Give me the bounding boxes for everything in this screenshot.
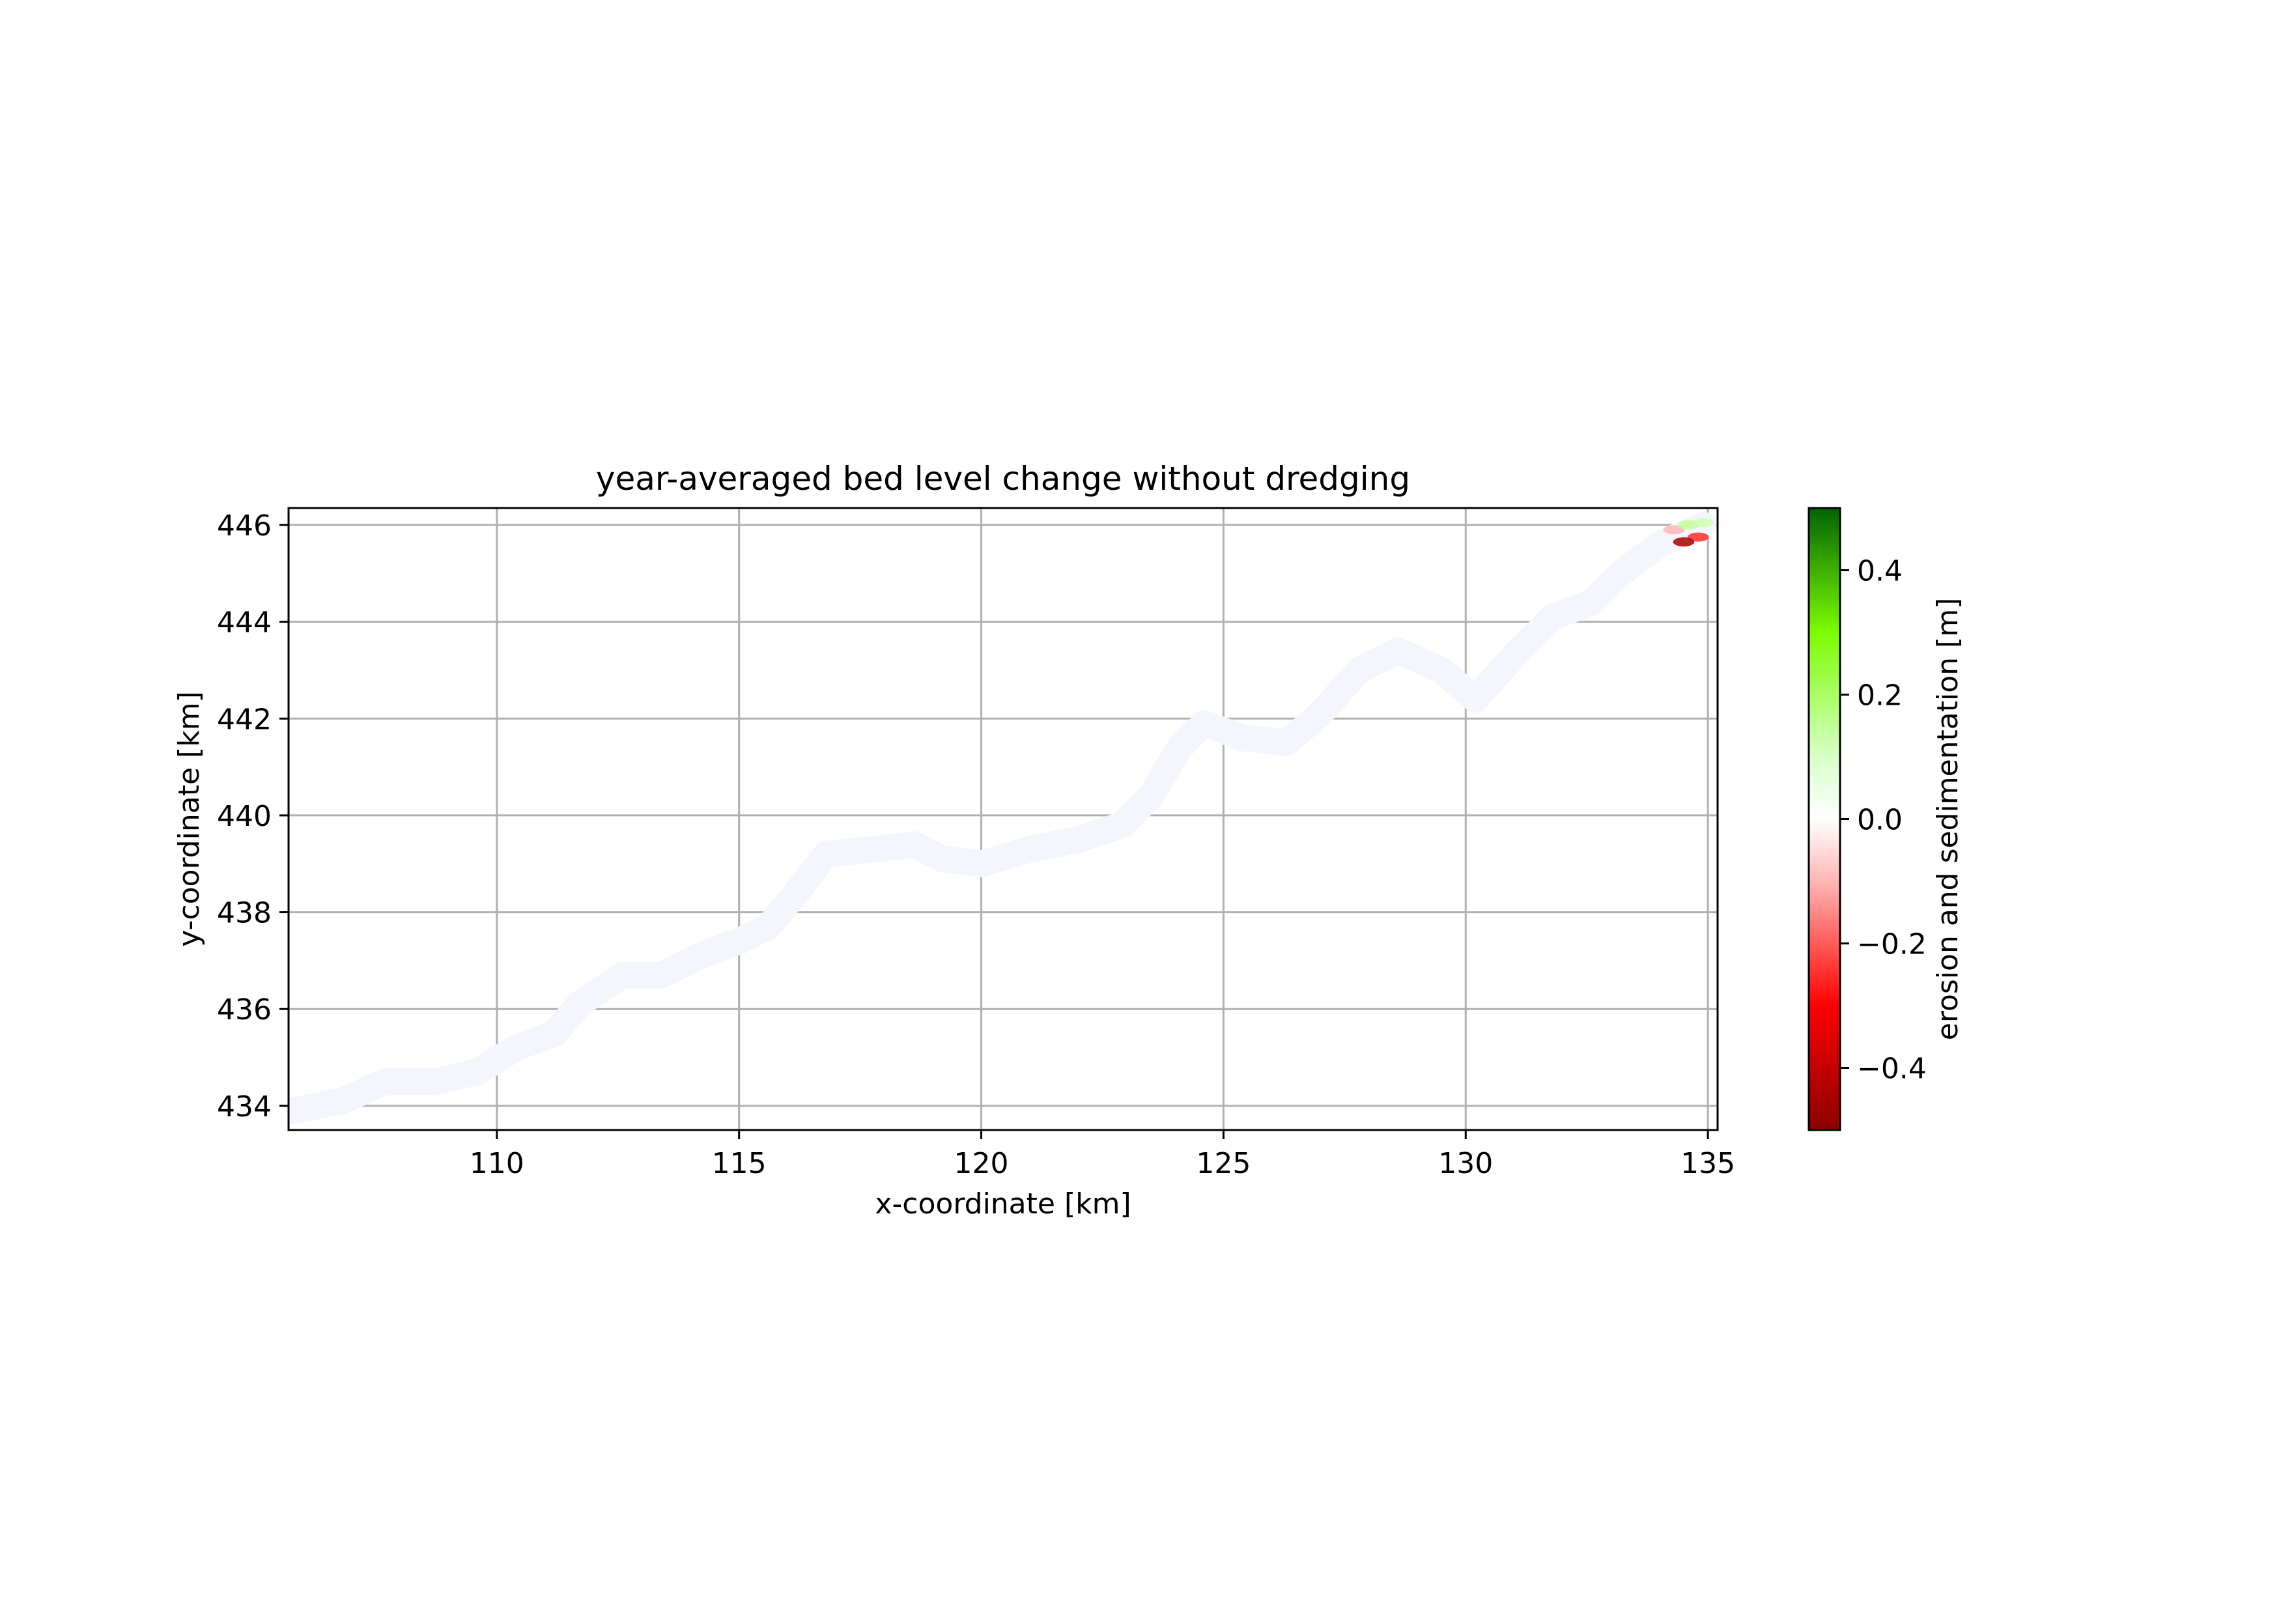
bed-change-hotspot: [1687, 532, 1709, 542]
colorbar-tick-label: −0.2: [1857, 928, 1927, 961]
y-tick-label: 440: [217, 800, 272, 833]
channel-bed-area: [289, 511, 1717, 1124]
y-tick-label: 436: [217, 993, 272, 1026]
y-axis-ticks: 434 436 438 440 442 444 446: [217, 509, 289, 1124]
colorbar-label: erosion and sedimentation [m]: [1931, 598, 1964, 1040]
colorbar-ticks: −0.4 −0.2 0.0 0.2 0.4: [1840, 555, 1927, 1086]
x-tick-label: 115: [712, 1147, 767, 1180]
x-tick-label: 120: [954, 1147, 1009, 1180]
colorbar: [1809, 508, 1840, 1130]
bed-level-map: [289, 511, 1717, 1124]
y-tick-label: 438: [217, 897, 272, 930]
bed-change-hotspot: [1692, 518, 1714, 528]
colorbar-tick-label: 0.4: [1857, 555, 1903, 588]
colorbar-tick-label: 0.0: [1857, 804, 1903, 837]
grid: [289, 508, 1718, 1130]
x-axis-label: x-coordinate [km]: [875, 1187, 1131, 1221]
y-axis-label: y-coordinate [km]: [173, 691, 206, 946]
colorbar-tick-label: 0.2: [1857, 679, 1903, 713]
y-tick-label: 444: [217, 606, 272, 640]
plot-frame: [287, 507, 1719, 1131]
x-tick-label: 135: [1680, 1147, 1735, 1180]
y-tick-label: 442: [217, 703, 272, 736]
bed-change-hotspot: [1673, 537, 1695, 547]
colorbar-tick-label: −0.4: [1857, 1053, 1927, 1086]
y-tick-label: 434: [217, 1090, 272, 1124]
y-tick-label: 446: [217, 509, 272, 543]
bed-change-hotspot: [1663, 525, 1685, 535]
x-tick-label: 130: [1438, 1147, 1493, 1180]
x-axis-ticks: 110 115 120 125 130 135: [470, 1130, 1735, 1180]
x-tick-label: 125: [1196, 1147, 1251, 1180]
x-tick-label: 110: [470, 1147, 524, 1180]
chart-title: year-averaged bed level change without d…: [596, 460, 1410, 498]
